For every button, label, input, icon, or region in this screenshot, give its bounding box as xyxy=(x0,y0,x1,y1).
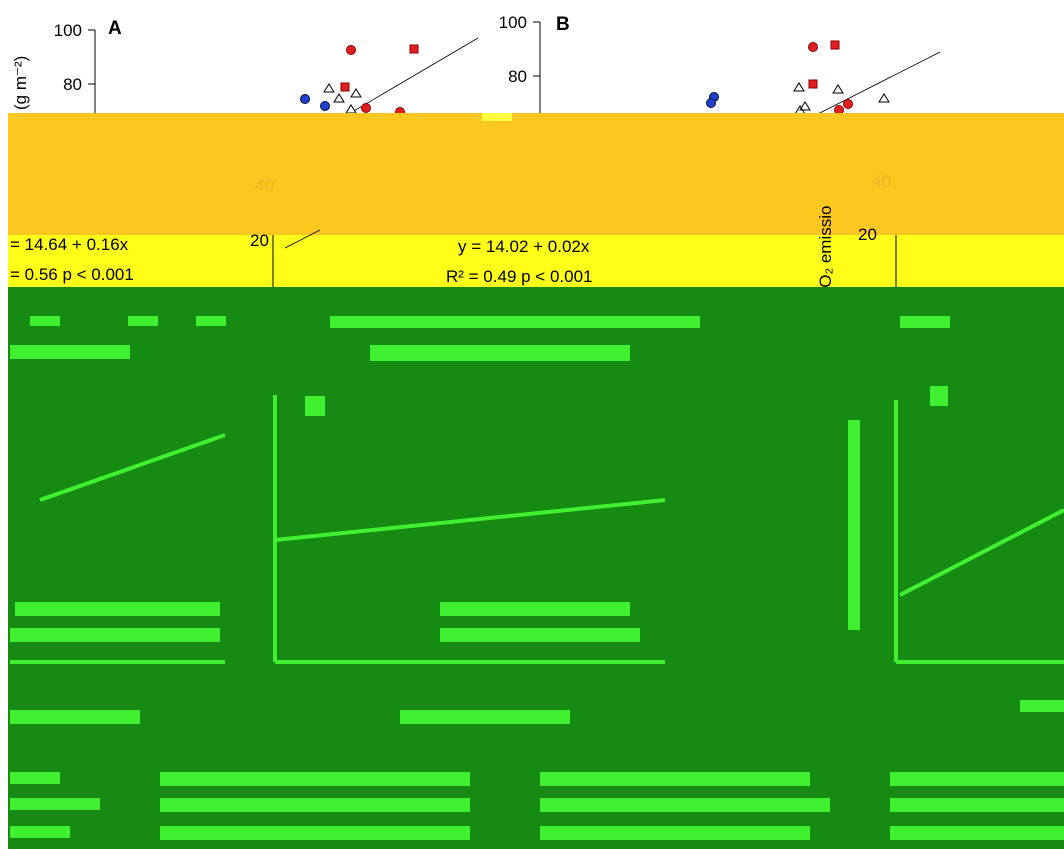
figure: 100 80 A (g m⁻²) 100 80 B 40 40 20 20 xyxy=(0,0,1064,849)
points xyxy=(276,45,419,123)
equation: y = 14.02 + 0.02x xyxy=(458,237,590,256)
points xyxy=(707,41,890,115)
overlay-band xyxy=(888,235,1064,287)
equation: = 14.64 + 0.16x xyxy=(10,235,129,254)
tick-label: 40 xyxy=(872,172,891,191)
panel-label: A xyxy=(108,18,122,39)
tick-label: 100 xyxy=(54,21,82,40)
tick-label: 100 xyxy=(499,13,527,32)
panel-label: B xyxy=(556,14,570,35)
tick-label: 80 xyxy=(63,75,82,94)
overlay-band xyxy=(482,113,512,121)
overlay-band xyxy=(8,113,1064,235)
tick-label: 40 xyxy=(255,176,274,195)
stats: R² = 0.49 p < 0.001 xyxy=(446,267,593,286)
stats: = 0.56 p < 0.001 xyxy=(10,265,134,284)
tick-label: 20 xyxy=(858,225,877,244)
axis-label: CO₂ emissio xyxy=(816,206,835,300)
axis-label: (g m⁻²) xyxy=(11,56,30,110)
overlay-region xyxy=(8,287,1064,849)
fit-line xyxy=(810,52,940,118)
tick-label: 20 xyxy=(250,231,269,250)
tick-label: 80 xyxy=(508,67,527,86)
